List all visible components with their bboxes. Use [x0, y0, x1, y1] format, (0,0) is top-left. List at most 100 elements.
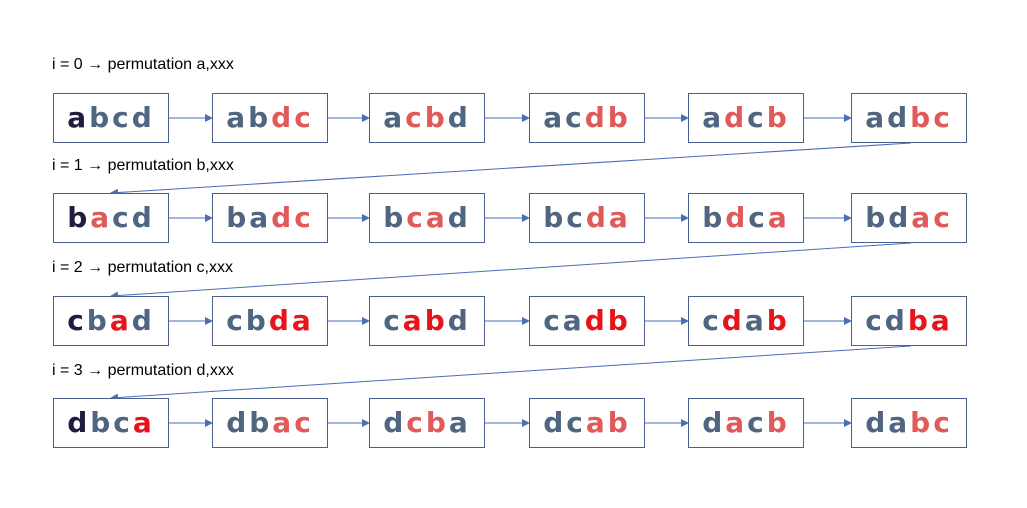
permutation-letter: a	[425, 201, 448, 234]
permutation-letter: d	[447, 101, 471, 134]
permutation-letter: d	[888, 201, 912, 234]
permutation-letter: b	[89, 101, 113, 134]
permutation-letter: c	[566, 406, 586, 439]
permutation-box: dcba	[369, 398, 485, 448]
permutation-letter: b	[766, 304, 790, 337]
permutation-box: adcb	[688, 93, 804, 143]
permutation-letters: bcad	[383, 204, 471, 232]
permutation-letter: a	[291, 304, 314, 337]
permutation-letter: b	[907, 304, 931, 337]
permutation-box: bcda	[529, 193, 645, 243]
permutation-letter: a	[702, 101, 725, 134]
permutation-letter: d	[131, 201, 155, 234]
permutation-letter: b	[543, 201, 567, 234]
permutation-letter: b	[383, 201, 407, 234]
permutation-letter: b	[245, 304, 269, 337]
permutation-letter: d	[271, 201, 295, 234]
permutation-letters: badc	[226, 204, 314, 232]
permutation-letter: a	[543, 101, 566, 134]
permutation-letter: b	[425, 406, 449, 439]
permutation-letter: d	[584, 101, 608, 134]
row-label-1: i = 1 → permutation b,xxx	[52, 157, 234, 174]
permutation-letters: cbad	[67, 307, 155, 335]
permutation-letter: c	[565, 101, 585, 134]
permutation-box: cbad	[53, 296, 169, 346]
permutation-letter: d	[131, 304, 155, 337]
permutation-letter: a	[744, 304, 767, 337]
permutation-letter: a	[585, 406, 608, 439]
permutation-letter: b	[90, 406, 114, 439]
permutation-letter: c	[933, 406, 953, 439]
permutation-letter: b	[226, 201, 250, 234]
permutation-letter: d	[887, 101, 911, 134]
permutation-letter: b	[910, 101, 934, 134]
permutation-letter: a	[402, 304, 425, 337]
permutation-letter: c	[406, 201, 426, 234]
permutation-letter: c	[405, 101, 425, 134]
permutation-letter: a	[725, 406, 748, 439]
permutation-letter: c	[933, 201, 953, 234]
permutation-letter: a	[132, 406, 155, 439]
permutation-letter: d	[724, 101, 748, 134]
permutation-letters: adcb	[702, 104, 790, 132]
permutation-letter: c	[112, 101, 132, 134]
permutation-letter: d	[131, 101, 155, 134]
permutation-letters: acdb	[543, 104, 631, 132]
permutation-letter: c	[865, 304, 885, 337]
permutation-letter: a	[226, 101, 249, 134]
arrow-next-row	[110, 242, 912, 300]
permutation-letter: a	[767, 201, 790, 234]
permutation-letter: c	[933, 101, 953, 134]
arrow-next-row	[110, 142, 912, 197]
permutation-letter: b	[86, 304, 110, 337]
row-label-2: i = 2 → permutation c,xxx	[52, 259, 233, 276]
permutation-letter: c	[406, 406, 426, 439]
permutation-letter: d	[585, 201, 609, 234]
permutation-letters: cabd	[383, 307, 471, 335]
permutation-box: abdc	[212, 93, 328, 143]
row-label-0: i = 0 → permutation a,xxx	[52, 56, 234, 73]
permutation-box: abcd	[53, 93, 169, 143]
permutation-letter: b	[766, 101, 790, 134]
permutation-letters: cdab	[702, 307, 790, 335]
permutation-letter: d	[543, 406, 567, 439]
permutation-letter: a	[865, 101, 888, 134]
permutation-letter: b	[67, 201, 91, 234]
permutation-letter: a	[911, 201, 934, 234]
permutation-letter: a	[448, 406, 471, 439]
permutation-box: bacd	[53, 193, 169, 243]
permutation-letter: c	[226, 304, 246, 337]
permutation-letter: d	[447, 201, 471, 234]
permutation-box: dbca	[53, 398, 169, 448]
permutation-letter: d	[447, 304, 471, 337]
permutation-box: cabd	[369, 296, 485, 346]
permutation-box: acbd	[369, 93, 485, 143]
permutation-letters: dacb	[702, 409, 790, 437]
permutation-letter: b	[607, 101, 631, 134]
permutation-letters: bcda	[543, 204, 631, 232]
permutation-letters: dabc	[865, 409, 953, 437]
permutation-letter: a	[930, 304, 953, 337]
permutation-letter: a	[90, 201, 113, 234]
permutation-letter: c	[112, 201, 132, 234]
permutation-letter: a	[888, 406, 911, 439]
permutation-letters: cadb	[543, 307, 631, 335]
permutation-box: cdab	[688, 296, 804, 346]
permutation-letter: b	[910, 406, 934, 439]
permutation-letter: b	[865, 201, 889, 234]
permutation-box: dcab	[529, 398, 645, 448]
permutation-letter: d	[226, 406, 250, 439]
permutation-letter: a	[67, 101, 90, 134]
permutation-box: bcad	[369, 193, 485, 243]
permutation-letter: d	[865, 406, 889, 439]
permutation-letters: cdba	[865, 307, 953, 335]
permutation-letters: bacd	[67, 204, 155, 232]
permutation-letter: a	[608, 201, 631, 234]
permutation-letter: c	[747, 406, 767, 439]
permutation-letter: c	[747, 101, 767, 134]
permutation-letter: b	[607, 406, 631, 439]
permutation-letter: c	[113, 406, 133, 439]
permutation-box: cadb	[529, 296, 645, 346]
permutation-box: cdba	[851, 296, 967, 346]
